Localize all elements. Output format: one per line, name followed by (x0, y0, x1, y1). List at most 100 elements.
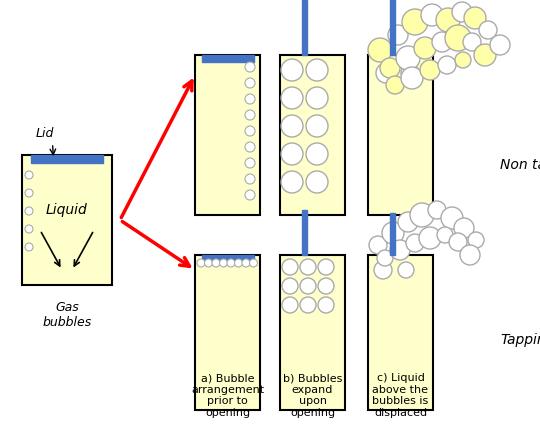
Bar (390, 213, 395, 255)
Text: Non tapping: Non tapping (500, 158, 540, 172)
Bar (195, 55, 260, 215)
Bar (195, 255, 260, 410)
Circle shape (406, 234, 424, 252)
Circle shape (464, 7, 486, 29)
Circle shape (455, 52, 471, 68)
Circle shape (197, 259, 205, 267)
Bar (22, 155, 112, 285)
Circle shape (281, 59, 303, 81)
Circle shape (452, 2, 472, 22)
Circle shape (25, 207, 33, 215)
Circle shape (234, 259, 242, 267)
Circle shape (479, 21, 497, 39)
Circle shape (306, 59, 328, 81)
Bar (31, 155, 103, 163)
Circle shape (386, 76, 404, 94)
Circle shape (282, 259, 298, 275)
Circle shape (245, 62, 255, 72)
Circle shape (438, 56, 456, 74)
Circle shape (281, 143, 303, 165)
Bar (368, 255, 433, 410)
Circle shape (490, 35, 510, 55)
Circle shape (318, 297, 334, 313)
Bar (302, 210, 307, 255)
Circle shape (245, 142, 255, 152)
Circle shape (306, 143, 328, 165)
Circle shape (205, 259, 213, 267)
Circle shape (454, 218, 474, 238)
Circle shape (445, 25, 471, 51)
Circle shape (382, 222, 404, 244)
Circle shape (25, 225, 33, 233)
Circle shape (414, 37, 436, 59)
Circle shape (245, 78, 255, 88)
Circle shape (25, 189, 33, 197)
Bar (201, 55, 253, 62)
Circle shape (212, 259, 220, 267)
Text: Gas
bubbles: Gas bubbles (42, 301, 92, 329)
Circle shape (396, 46, 420, 70)
Circle shape (306, 87, 328, 109)
Circle shape (419, 227, 441, 249)
Circle shape (432, 32, 452, 52)
Circle shape (300, 278, 316, 294)
Circle shape (398, 212, 418, 232)
Bar (280, 55, 345, 215)
Circle shape (306, 171, 328, 193)
Circle shape (245, 94, 255, 104)
Circle shape (318, 278, 334, 294)
Circle shape (376, 63, 396, 83)
Circle shape (245, 174, 255, 184)
Circle shape (25, 243, 33, 251)
Circle shape (245, 126, 255, 136)
Bar (390, 0, 395, 55)
Text: b) Bubbles
expand
upon
opening: b) Bubbles expand upon opening (283, 373, 342, 418)
Circle shape (449, 233, 467, 251)
Circle shape (282, 297, 298, 313)
Circle shape (300, 259, 316, 275)
Circle shape (219, 259, 227, 267)
Text: c) Liquid
above the
bubbles is
displaced: c) Liquid above the bubbles is displaced (373, 373, 429, 418)
Circle shape (245, 158, 255, 168)
Circle shape (377, 250, 393, 266)
Circle shape (282, 278, 298, 294)
Circle shape (390, 240, 410, 260)
Bar (368, 55, 433, 215)
Circle shape (388, 25, 408, 45)
Text: Tapping: Tapping (500, 333, 540, 347)
Circle shape (428, 201, 446, 219)
Circle shape (227, 259, 235, 267)
Circle shape (306, 115, 328, 137)
Bar (280, 255, 345, 410)
Circle shape (300, 297, 316, 313)
Circle shape (380, 58, 400, 78)
Circle shape (398, 262, 414, 278)
Circle shape (402, 9, 428, 35)
Text: Lid: Lid (35, 126, 53, 140)
Circle shape (463, 33, 481, 51)
Text: Liquid: Liquid (46, 203, 88, 217)
Circle shape (242, 259, 250, 267)
Bar (302, 0, 307, 55)
Circle shape (245, 190, 255, 200)
Circle shape (441, 207, 463, 229)
Circle shape (474, 44, 496, 66)
Circle shape (25, 171, 33, 179)
Circle shape (420, 60, 440, 80)
Text: a) Bubble
arrangement
prior to
opening: a) Bubble arrangement prior to opening (191, 373, 264, 418)
Circle shape (468, 232, 484, 248)
Circle shape (436, 8, 460, 32)
Circle shape (368, 38, 392, 62)
Circle shape (281, 115, 303, 137)
Circle shape (249, 259, 258, 267)
Bar (201, 255, 253, 260)
Circle shape (369, 236, 387, 254)
Circle shape (410, 203, 434, 227)
Circle shape (318, 259, 334, 275)
Circle shape (401, 67, 423, 89)
Circle shape (460, 245, 480, 265)
Circle shape (421, 4, 443, 26)
Circle shape (437, 227, 453, 243)
Circle shape (281, 87, 303, 109)
Circle shape (245, 110, 255, 120)
